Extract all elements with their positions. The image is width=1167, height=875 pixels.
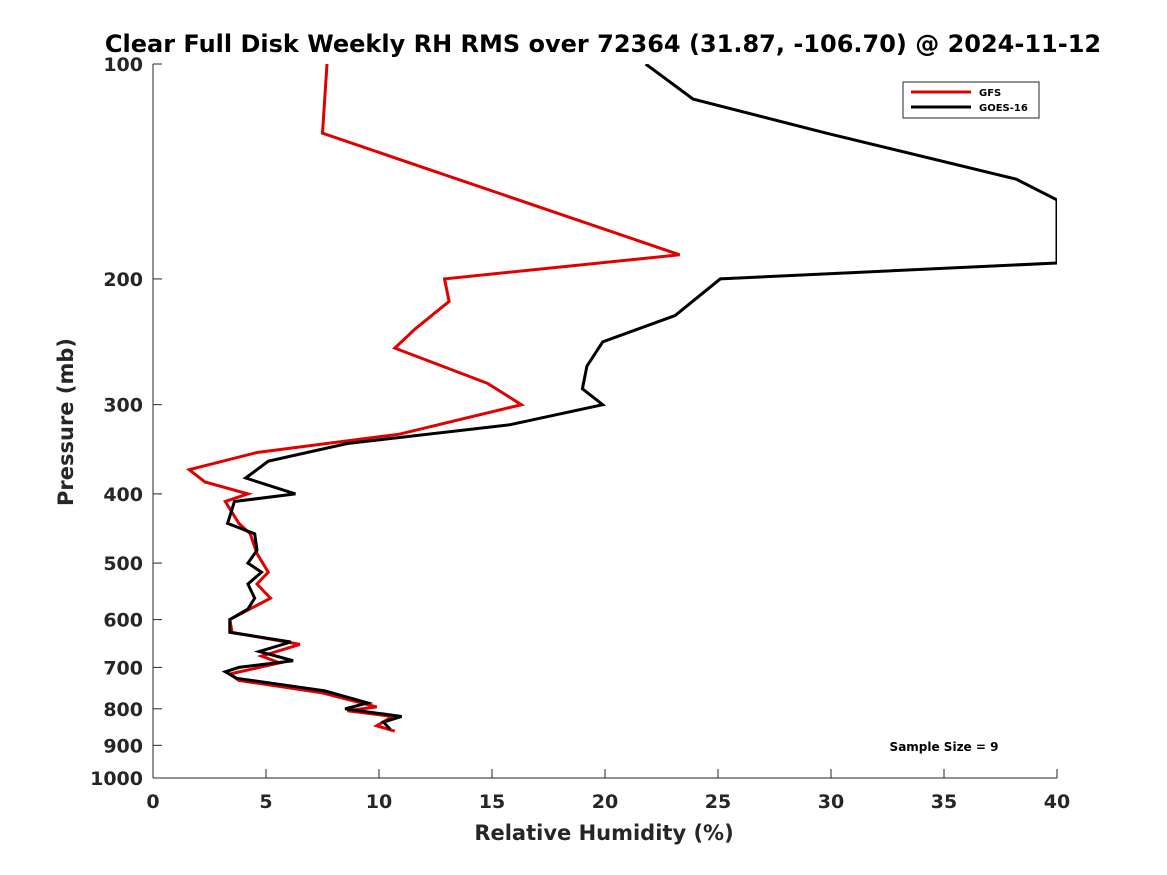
- y-axis-ticks: 100 200 300 400 500 600 700 800 900 1000: [90, 54, 162, 790]
- x-axis-ticks: 0 5 10 15 20 25 30 35 40: [146, 769, 1070, 813]
- x-tick-label: 15: [479, 791, 505, 813]
- x-tick-label: 30: [818, 791, 844, 813]
- legend-label: GFS: [979, 88, 1001, 99]
- y-tick-label: 700: [103, 657, 143, 679]
- x-tick-label: 10: [366, 791, 392, 813]
- y-axis-label: Pressure (mb): [54, 338, 78, 506]
- series-layer: [185, 64, 1057, 733]
- legend: GFS GOES-16: [902, 81, 1040, 119]
- sample-size-annotation: Sample Size = 9: [890, 740, 999, 754]
- legend-box: [902, 81, 1040, 119]
- x-tick-label: 35: [931, 791, 957, 813]
- x-tick-label: 40: [1044, 791, 1070, 813]
- y-tick-label: 300: [103, 395, 143, 417]
- y-tick-label: 100: [103, 54, 143, 76]
- y-tick-label: 500: [103, 553, 143, 575]
- y-tick-label: 600: [103, 610, 143, 632]
- series-line-gfs: [185, 64, 681, 733]
- series-line-goes-16: [221, 64, 1057, 731]
- x-tick-label: 25: [705, 791, 731, 813]
- y-tick-label: 200: [103, 269, 143, 291]
- y-tick-label: 1000: [90, 768, 143, 790]
- x-tick-label: 20: [592, 791, 618, 813]
- legend-label: GOES-16: [979, 103, 1028, 114]
- y-tick-label: 900: [103, 735, 143, 757]
- y-tick-label: 400: [103, 484, 143, 506]
- y-tick-label: 800: [103, 699, 143, 721]
- x-tick-label: 5: [259, 791, 272, 813]
- x-axis-label: Relative Humidity (%): [474, 821, 733, 845]
- x-tick-label: 0: [146, 791, 159, 813]
- chart-title: Clear Full Disk Weekly RH RMS over 72364…: [105, 30, 1101, 58]
